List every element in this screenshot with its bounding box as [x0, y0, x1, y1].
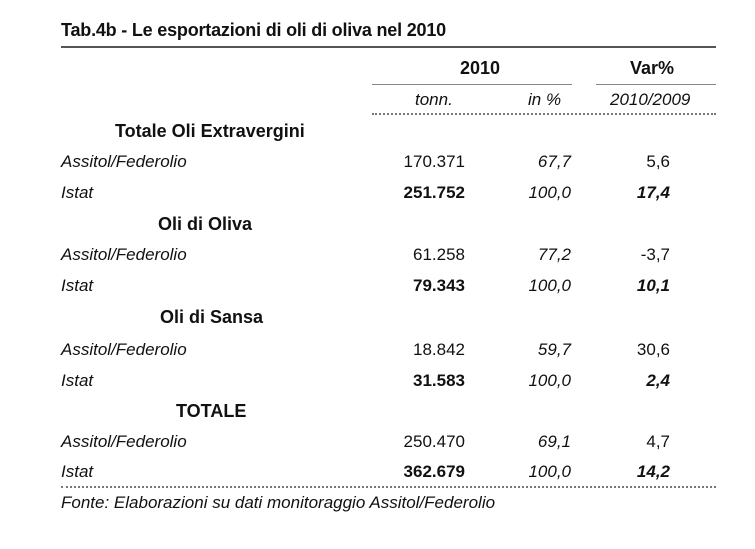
subheader-percent: in % — [528, 90, 562, 109]
section-heading: TOTALE — [176, 401, 247, 421]
cell-percent: 69,1 — [537, 432, 571, 451]
cell-var: 4,7 — [646, 432, 670, 451]
cell-var: 30,6 — [636, 340, 670, 359]
header-var-underline — [596, 84, 716, 85]
cell-tonn: 250.470 — [403, 432, 465, 451]
cell-tonn: 18.842 — [413, 340, 465, 359]
subheader-var-period: 2010/2009 — [610, 90, 691, 109]
cell-percent: 100,0 — [528, 276, 571, 295]
row-label: Istat — [61, 371, 94, 390]
section-heading: Oli di Oliva — [158, 214, 253, 234]
cell-var: 2,4 — [646, 371, 670, 390]
cell-percent: 77,2 — [537, 245, 571, 264]
cell-percent: 67,7 — [537, 152, 571, 171]
row-label: Assitol/Federolio — [61, 432, 187, 451]
cell-var: -3,7 — [640, 245, 670, 264]
cell-tonn: 362.679 — [403, 462, 465, 481]
cell-var: 17,4 — [636, 183, 670, 202]
cell-tonn: 251.752 — [403, 183, 465, 202]
row-label: Assitol/Federolio — [61, 245, 187, 264]
row-label: Assitol/Federolio — [61, 340, 187, 359]
cell-var: 5,6 — [646, 152, 670, 171]
row-label: Istat — [61, 276, 94, 295]
cell-percent: 59,7 — [537, 340, 571, 359]
header-year: 2010 — [460, 58, 501, 78]
section-heading: Oli di Sansa — [160, 307, 264, 327]
table-title: Tab.4b - Le esportazioni di oli di oliva… — [61, 20, 446, 40]
cell-percent: 100,0 — [528, 371, 571, 390]
cell-tonn: 79.343 — [413, 276, 465, 295]
header-rule — [372, 113, 716, 115]
cell-tonn: 31.583 — [413, 371, 465, 390]
header-var: Var% — [630, 58, 675, 78]
row-label: Assitol/Federolio — [61, 152, 187, 171]
row-label: Istat — [61, 183, 94, 202]
title-rule — [61, 46, 716, 48]
cell-var: 14,2 — [636, 462, 670, 481]
section-heading: Totale Oli Extravergini — [115, 121, 305, 141]
source-note: Fonte: Elaborazioni su dati monitoraggio… — [61, 493, 496, 512]
subheader-tonn: tonn. — [415, 90, 453, 109]
cell-tonn: 170.371 — [403, 152, 465, 171]
bottom-rule — [61, 486, 716, 488]
cell-percent: 100,0 — [528, 462, 571, 481]
row-label: Istat — [61, 462, 94, 481]
cell-tonn: 61.258 — [413, 245, 465, 264]
header-year-underline — [372, 84, 572, 85]
cell-var: 10,1 — [636, 276, 670, 295]
cell-percent: 100,0 — [528, 183, 571, 202]
